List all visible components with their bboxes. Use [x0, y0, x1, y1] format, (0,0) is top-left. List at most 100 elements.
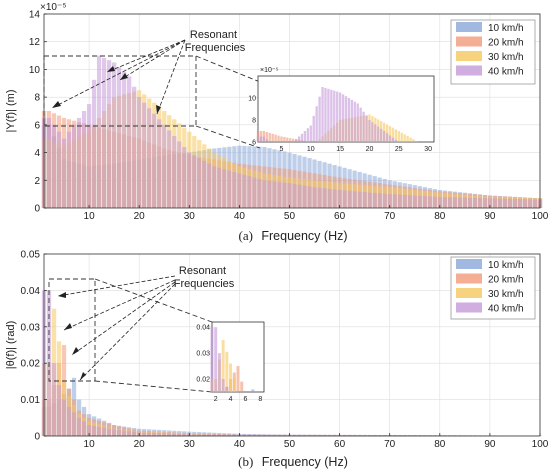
inset-bar: [394, 139, 398, 142]
inset-bar: [377, 126, 380, 142]
inset-bar: [406, 135, 409, 142]
bar-40-km-h: [132, 86, 137, 208]
bar-40-km-h: [267, 180, 272, 208]
panel-a-y-ticks: 0 2 4 6 8 10 12 14: [29, 10, 47, 215]
panel-b-annotation: Resonant Frequencies: [174, 265, 235, 290]
inset-bar: [338, 92, 342, 142]
panel-b-annotation-line2: Frequencies: [174, 278, 235, 290]
bar-40-km-h: [432, 435, 437, 436]
x-tick-label: 50: [284, 211, 296, 222]
legend-label: 40 km/h: [488, 67, 524, 78]
panel-a-x-ticks: 10 20 30 40 50 60 70 80 90 100: [84, 205, 549, 222]
arrowhead: [80, 372, 86, 380]
arrowhead: [120, 73, 128, 80]
panel-b-axes-box: [43, 253, 541, 437]
inset-bar: [303, 131, 307, 142]
x-tick-label: 100: [532, 439, 549, 450]
bar-40-km-h: [522, 199, 528, 208]
panel-b-annotation-arrows: [57, 275, 176, 381]
bar-40-km-h: [287, 183, 292, 208]
bar-40-km-h: [257, 178, 262, 208]
inset-bar: [391, 127, 395, 142]
bar-40-km-h: [407, 195, 412, 208]
arrow: [63, 279, 176, 331]
y-tick-label: 0.04: [21, 286, 41, 297]
inset-bar: [265, 139, 268, 142]
bar-40-km-h: [217, 167, 222, 208]
bar-40-km-h: [322, 434, 327, 436]
bar-40-km-h: [101, 57, 107, 208]
y-tick-label: 0: [34, 432, 40, 443]
y-tick-label: 0.03: [21, 322, 41, 333]
bar-40-km-h: [397, 194, 402, 208]
inset-bar: [391, 137, 395, 142]
panel-b-caption-letter: (b): [238, 454, 253, 469]
bar-40-km-h: [507, 198, 513, 208]
bar-40-km-h: [392, 435, 397, 436]
inset-bar: [380, 128, 383, 142]
inset-bar: [251, 389, 255, 392]
bar-40-km-h: [437, 196, 442, 208]
inset-x-tick-label: 8: [258, 396, 262, 403]
bar-40-km-h: [247, 434, 252, 436]
inset-x-tick-label: 2: [214, 396, 218, 403]
panel-a-inset-exponent: ×10⁻⁵: [260, 67, 279, 74]
bar-40-km-h: [307, 434, 312, 436]
x-tick-label: 80: [434, 439, 446, 450]
panel-b-arrowheads: [58, 292, 86, 380]
inset-bar: [292, 138, 295, 142]
inset-bar: [385, 133, 389, 142]
panel-a-legend: 10 km/h 20 km/h 30 km/h 40 km/h: [450, 19, 536, 85]
panel-a-inset-ticks: 5 10 15 20 25 30 6 8 10: [248, 96, 432, 154]
panel-b-inset: 2 4 6 8 0.02 0.03 0.04: [196, 321, 265, 403]
bar-40-km-h: [262, 434, 267, 436]
arrowhead: [64, 323, 72, 330]
arrow: [119, 39, 186, 81]
inset-bar: [368, 120, 371, 142]
bar-40-km-h: [101, 427, 107, 436]
panel-a-arrowheads: [52, 66, 161, 114]
inset-x-tick-label: 5: [280, 146, 284, 153]
inset-x-tick-label: 6: [243, 396, 247, 403]
bar-40-km-h: [197, 434, 202, 436]
bar-40-km-h: [81, 111, 87, 208]
x-tick-label: 10: [84, 211, 96, 222]
bar-40-km-h: [377, 434, 382, 436]
bar-40-km-h: [207, 434, 212, 436]
bar-40-km-h: [127, 76, 132, 208]
inset-bar: [359, 107, 362, 142]
y-tick-label: 0.01: [21, 395, 41, 406]
bar-40-km-h: [232, 434, 237, 436]
bar-40-km-h: [202, 434, 207, 436]
inset-bar: [286, 137, 289, 142]
legend-swatch: [456, 302, 482, 313]
y-tick-label: 14: [29, 10, 41, 21]
bar-40-km-h: [367, 434, 372, 436]
x-tick-label: 60: [334, 439, 346, 450]
panel-b: 10 20 30 40 50 60 70 80 90 100 00.010.020.030.040…: [5, 250, 549, 470]
panel-b-x-ticks: 10 20 30 40 50 60 70 80 90 100: [84, 433, 549, 450]
inset-bar: [221, 340, 225, 392]
bar-40-km-h: [497, 198, 503, 208]
legend-swatch: [456, 288, 482, 298]
bar-40-km-h: [86, 425, 92, 436]
bar-40-km-h: [392, 194, 397, 208]
arrowhead: [156, 105, 161, 114]
panel-a-x-label: Frequency (Hz): [261, 229, 347, 243]
bar-40-km-h: [167, 433, 172, 436]
bar-40-km-h: [472, 197, 477, 208]
bar-40-km-h: [377, 193, 382, 208]
inset-bar: [327, 88, 330, 142]
bar-40-km-h: [177, 141, 182, 208]
inset-bar: [318, 96, 321, 142]
inset-bar: [350, 99, 354, 142]
bar-40-km-h: [142, 432, 147, 436]
inset-bar: [394, 129, 398, 142]
inset-bar: [309, 125, 312, 142]
inset-bar: [225, 351, 229, 392]
bar-40-km-h: [402, 194, 407, 208]
inset-bar: [341, 94, 345, 142]
x-tick-label: 20: [134, 439, 146, 450]
inset-y-tick-label: 6: [252, 140, 256, 147]
